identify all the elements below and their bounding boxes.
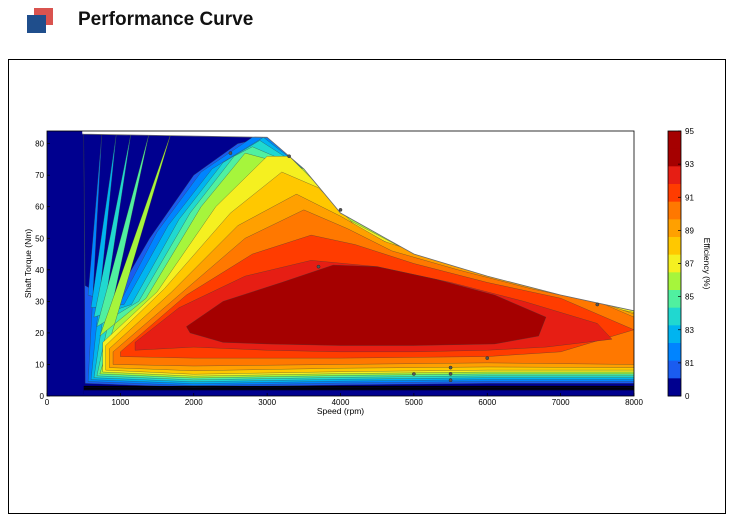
- low-torque-band-92: [83, 387, 634, 389]
- colorbar-tick-label: 83: [685, 326, 694, 335]
- colorbar-tick-label: 89: [685, 226, 694, 235]
- y-tick-label: 10: [35, 360, 44, 369]
- x-tick-label: 3000: [258, 398, 276, 407]
- operating-point-marker: [316, 264, 321, 269]
- y-tick-label: 20: [35, 329, 44, 338]
- colorbar-label: Efficiency (%): [702, 238, 712, 290]
- operating-point-marker: [338, 208, 343, 212]
- operating-point-marker: [448, 372, 453, 376]
- region-above-envelope: [47, 131, 634, 311]
- colorbar-segment: [668, 360, 681, 379]
- colorbar-tick-label: 85: [685, 293, 694, 302]
- colorbar-tick-label: 95: [685, 127, 694, 136]
- bottom-strip: [83, 390, 634, 396]
- y-tick-label: 30: [35, 297, 44, 306]
- low-torque-band-89: [83, 389, 634, 391]
- brand-logo: [27, 8, 55, 34]
- axes: 0 1000 2000 3000 4000 5000 6000 7000 8000 0 10 20 30…: [35, 130, 643, 407]
- operating-point-marker: [485, 356, 490, 360]
- y-axis-label: Shaft Torque (Nm): [23, 229, 33, 298]
- colorbar-tick-label: 87: [685, 260, 694, 269]
- colorbar-tick-label: 0: [685, 392, 690, 401]
- colorbar-segment: [668, 290, 681, 309]
- left-strip: [47, 131, 83, 396]
- y-tick-label: 50: [35, 234, 44, 243]
- contour-fill: [47, 131, 634, 396]
- low-torque-band-93: [83, 387, 634, 388]
- operating-point-marker: [228, 151, 233, 155]
- y-tick-label: 0: [40, 392, 45, 401]
- y-tick-label: 60: [35, 203, 44, 212]
- x-tick-label: 5000: [405, 398, 423, 407]
- operating-point-marker: [448, 365, 453, 370]
- colorbar-segment: [668, 237, 681, 256]
- low-torque-band-90: [83, 389, 634, 390]
- colorbar-segment: [668, 378, 681, 397]
- contour-band-95: [186, 264, 547, 346]
- x-axis-label: Speed (rpm): [317, 406, 364, 416]
- plot-area: [47, 131, 634, 396]
- x-tick-label: 0: [45, 398, 50, 407]
- colorbar-segment: [668, 131, 681, 150]
- logo-blue-square: [27, 15, 46, 33]
- x-tick-label: 7000: [552, 398, 570, 407]
- colorbar-tick-label: 93: [685, 160, 694, 169]
- colorbar-segment: [668, 184, 681, 203]
- y-tick-label: 80: [35, 140, 44, 149]
- x-tick-label: 8000: [625, 398, 643, 407]
- colorbar-tick-label: 91: [685, 193, 694, 202]
- operating-point-marker: [287, 154, 291, 159]
- colorbar-segment: [668, 325, 681, 344]
- low-torque-band-95: [83, 385, 634, 387]
- y-tick-label: 70: [35, 171, 44, 180]
- operating-point-marker: [448, 378, 453, 383]
- colorbar-segment: [668, 272, 681, 291]
- colorbar-segment: [668, 219, 681, 238]
- colorbar: 95 93 91 89 87 85 83 81 0: [667, 127, 694, 401]
- x-tick-label: 1000: [111, 398, 129, 407]
- colorbar-segment: [668, 166, 681, 185]
- colorbar-segment: [668, 254, 681, 273]
- x-tick-label: 4000: [332, 398, 350, 407]
- torque-envelope-line: [47, 131, 634, 312]
- operating-point-marker: [595, 302, 600, 307]
- colorbar-segment: [668, 148, 681, 167]
- x-tick-label: 2000: [185, 398, 203, 407]
- colorbar-segment: [668, 201, 681, 220]
- low-torque-band-91: [83, 388, 634, 390]
- x-tick-label: 6000: [478, 398, 496, 407]
- low-torque-band-94: [83, 386, 634, 388]
- colorbar-tick-label: 81: [685, 359, 694, 368]
- colorbar-segment: [668, 343, 681, 362]
- page-title: Performance Curve: [78, 9, 254, 30]
- colorbar-segment: [668, 307, 681, 326]
- operating-point-marker: [412, 372, 416, 376]
- y-tick-label: 40: [35, 266, 44, 275]
